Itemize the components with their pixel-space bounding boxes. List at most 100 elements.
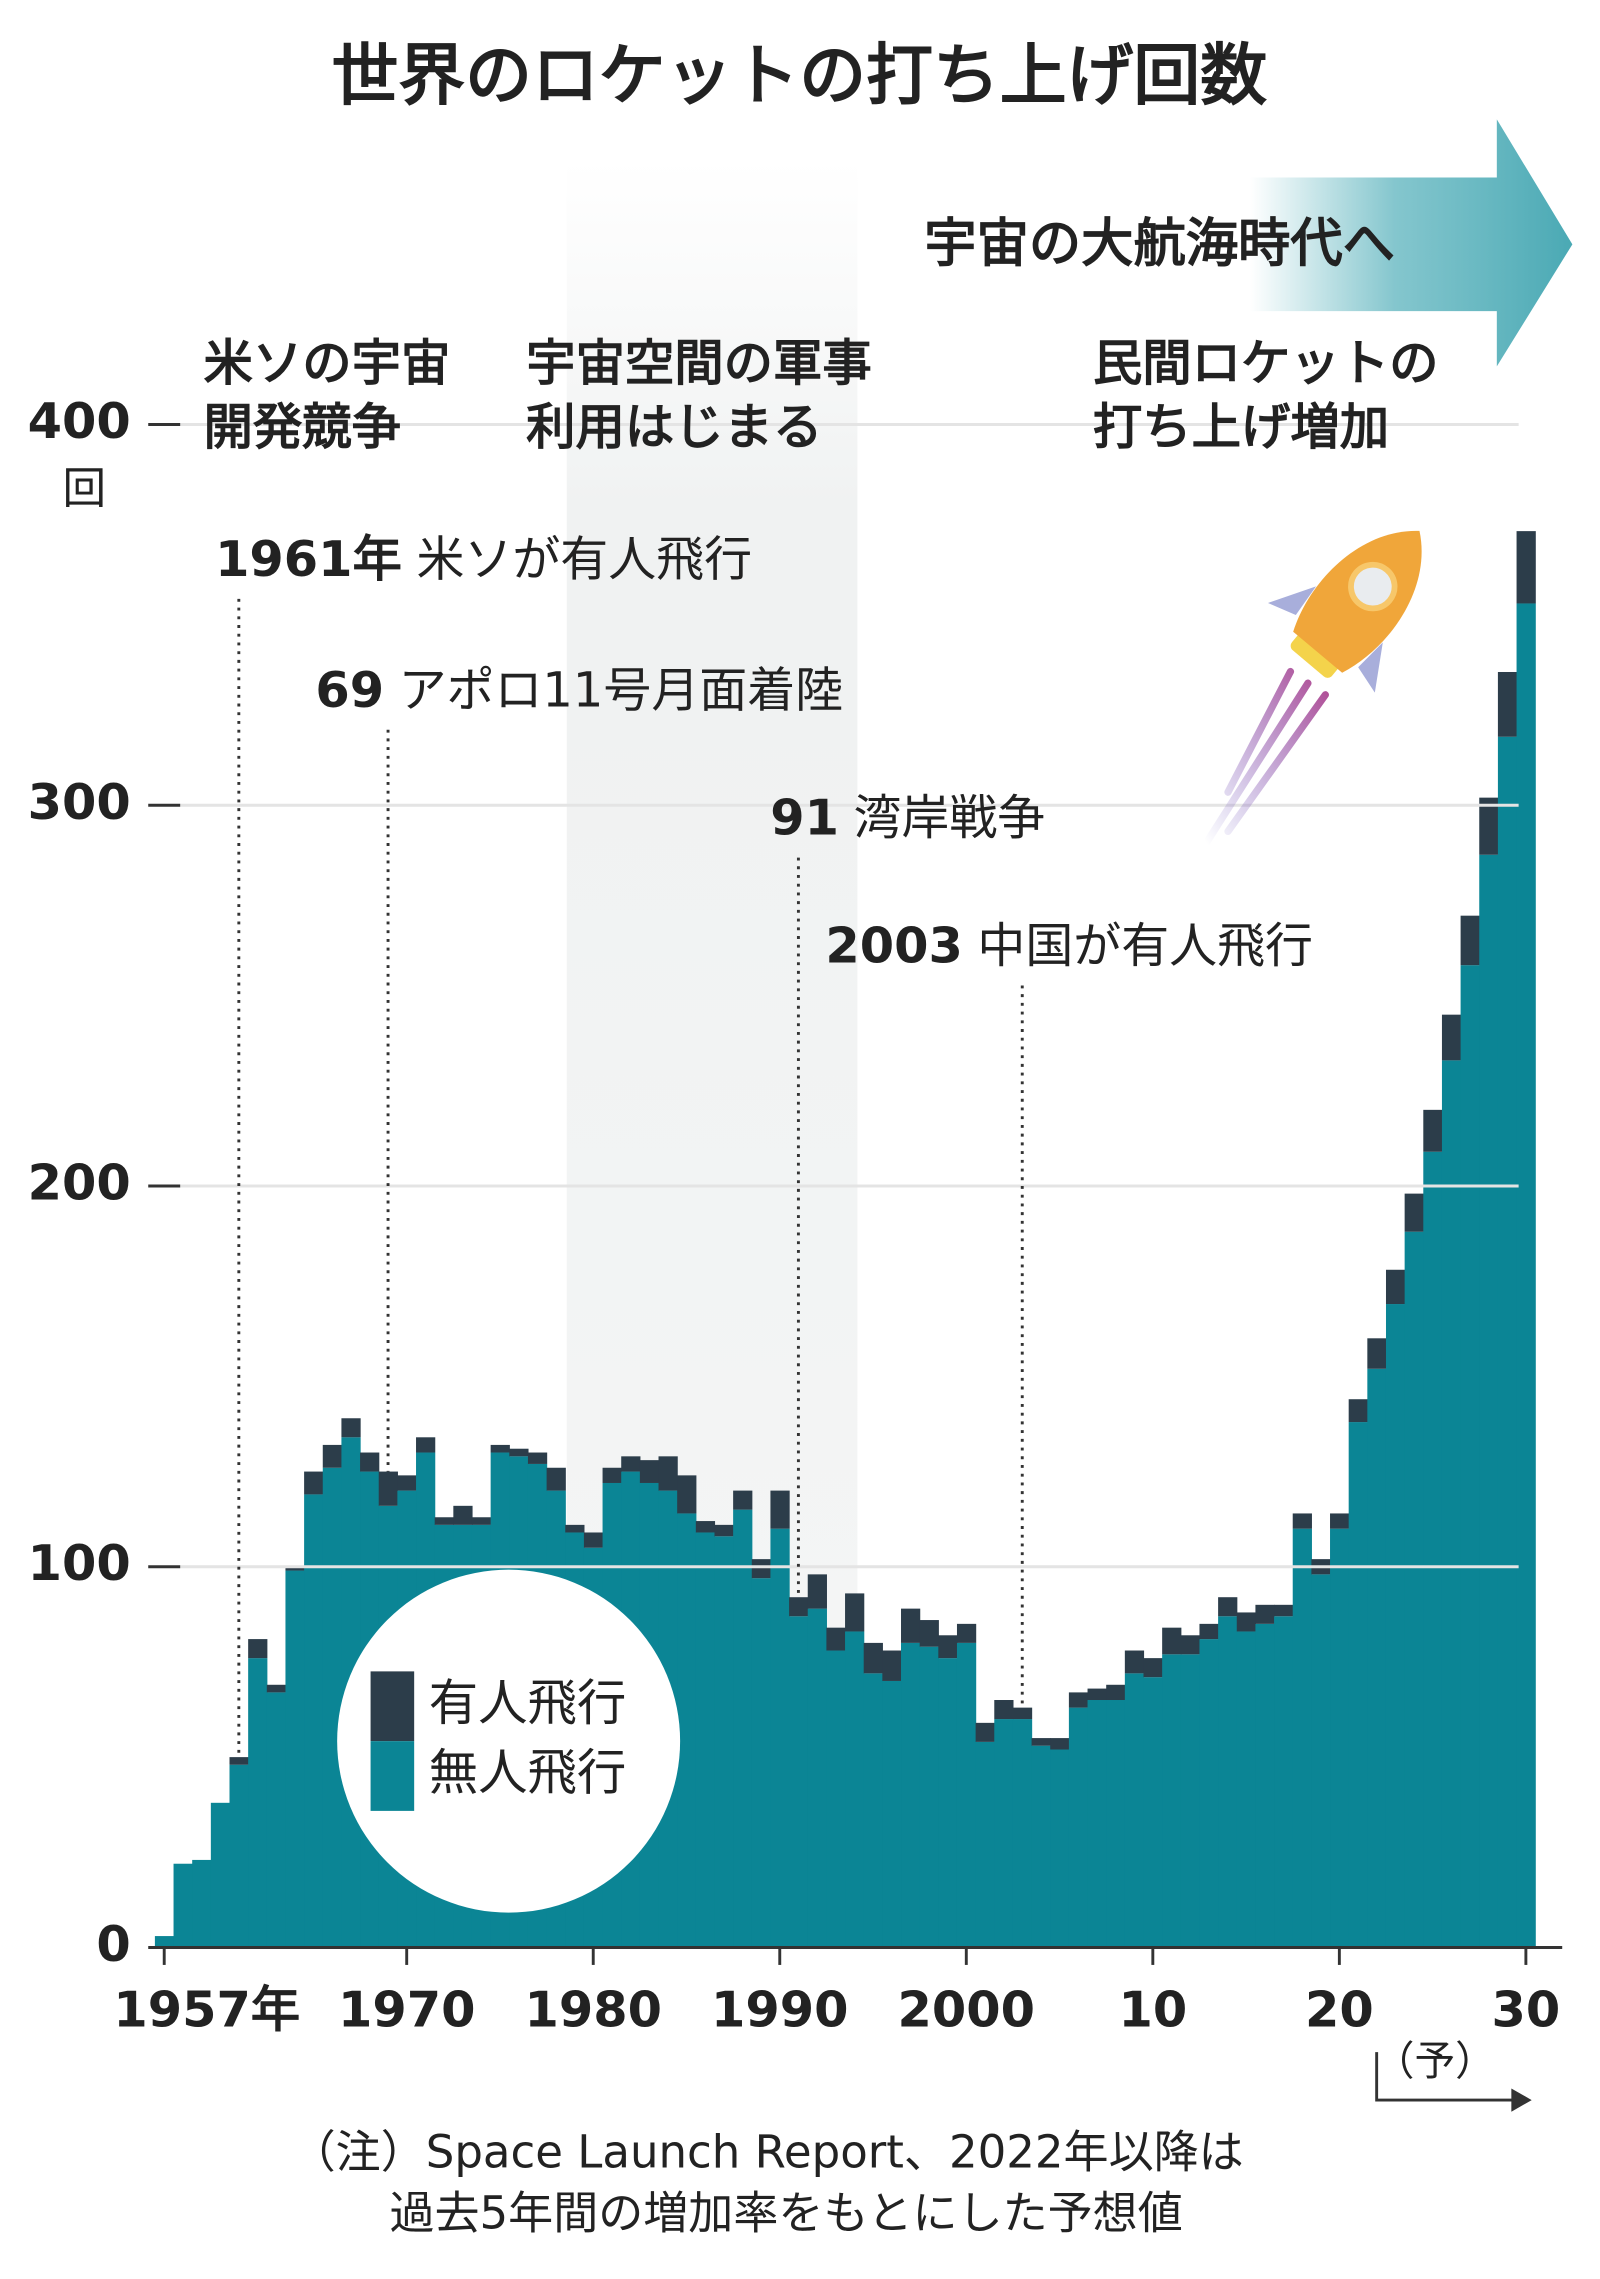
bar-segment xyxy=(322,1444,342,1468)
bar-segment xyxy=(266,1692,287,1948)
bar-segment xyxy=(845,1593,865,1632)
bar-segment xyxy=(1292,1513,1312,1529)
bar-segment xyxy=(863,1642,883,1674)
bar-segment xyxy=(714,1536,734,1948)
bar-segment xyxy=(1218,1597,1238,1617)
bar-segment xyxy=(919,1620,939,1647)
x-tick-label: 20 xyxy=(1305,1980,1374,2038)
bar-segment xyxy=(770,1528,790,1948)
bar-segment xyxy=(1497,671,1518,737)
event-text: 湾岸戦争 xyxy=(853,790,1045,846)
note-line: （注）Space Launch Report、2022年以降は xyxy=(291,2125,1244,2178)
bar-segment xyxy=(210,1802,231,1948)
bar-segment xyxy=(1012,1719,1033,1948)
bar-segment xyxy=(1236,1631,1256,1948)
bar-segment xyxy=(1162,1654,1182,1948)
bars xyxy=(154,531,1536,1948)
event-year: 69 xyxy=(315,661,384,719)
bar-segment xyxy=(956,1642,977,1948)
bar-segment xyxy=(1143,1677,1163,1948)
bar-segment xyxy=(733,1509,753,1948)
bar-segment xyxy=(1367,1338,1387,1369)
bar-segment xyxy=(1218,1616,1238,1948)
bar-segment xyxy=(695,1521,716,1533)
era-label: 宇宙空間の軍事 xyxy=(526,334,872,392)
bar-segment xyxy=(621,1456,641,1472)
bar-segment xyxy=(1031,1745,1051,1948)
bar-segment xyxy=(229,1764,249,1948)
bar-segment xyxy=(285,1566,305,1571)
grid xyxy=(180,423,1519,1569)
bar-segment xyxy=(1236,1612,1256,1632)
bar-segment xyxy=(695,1532,716,1948)
bar-segment xyxy=(826,1627,846,1651)
bar-segment xyxy=(1255,1623,1275,1948)
bar-segment xyxy=(1385,1269,1406,1305)
bar-segment xyxy=(789,1597,809,1617)
x-tick-label: 10 xyxy=(1118,1980,1187,2038)
bar-segment xyxy=(1367,1368,1387,1948)
bar-segment xyxy=(938,1635,958,1659)
bar-segment xyxy=(192,1859,212,1948)
banner-arrow xyxy=(1249,119,1573,367)
event-text: 中国が有人飛行 xyxy=(977,918,1313,974)
bar-segment xyxy=(807,1608,827,1948)
bar-segment xyxy=(938,1658,958,1948)
bar-segment xyxy=(602,1467,622,1483)
y-unit: 回 xyxy=(62,464,106,514)
era-label: 米ソの宇宙 xyxy=(203,334,450,392)
bar-segment xyxy=(845,1631,865,1948)
y-tick-label: 300 xyxy=(28,773,131,831)
bar-segment xyxy=(1162,1627,1182,1655)
bar-segment xyxy=(789,1616,809,1948)
bar-segment xyxy=(956,1623,977,1643)
bar-segment xyxy=(154,1936,175,1948)
bar-segment xyxy=(1068,1692,1089,1708)
event-year: 2003 xyxy=(825,917,962,975)
bar-segment xyxy=(1385,1304,1406,1948)
bar-segment xyxy=(639,1460,660,1483)
bar-segment xyxy=(1106,1700,1126,1948)
era-label: 開発競争 xyxy=(203,398,401,456)
event-year: 1961年 xyxy=(215,530,402,588)
bar-segment xyxy=(1460,915,1480,966)
bar-segment xyxy=(1274,1616,1294,1948)
bar-segment xyxy=(322,1467,342,1948)
bar-segment xyxy=(1199,1639,1219,1948)
bar-segment xyxy=(1423,1109,1443,1152)
bar-segment xyxy=(901,1642,921,1948)
bar-segment xyxy=(994,1719,1014,1948)
x-tick-label: 1970 xyxy=(338,1980,475,2038)
bar-segment xyxy=(1124,1650,1145,1674)
bar-segment xyxy=(360,1452,380,1472)
bar-segment xyxy=(751,1578,772,1948)
bar-segment xyxy=(527,1452,548,1464)
bar-segment xyxy=(583,1532,604,1548)
bar-segment xyxy=(994,1700,1014,1720)
bar-segment xyxy=(1292,1528,1312,1948)
bar-segment xyxy=(1274,1604,1294,1617)
era-label: 打ち上げ増加 xyxy=(1093,398,1389,456)
bar-segment xyxy=(975,1722,995,1742)
bar-segment xyxy=(1330,1513,1350,1529)
bar-segment xyxy=(1180,1654,1201,1948)
bar-segment xyxy=(285,1570,305,1948)
bar-segment xyxy=(901,1608,921,1643)
bar-segment xyxy=(1311,1574,1331,1948)
bar-segment xyxy=(863,1673,883,1948)
bar-segment xyxy=(248,1658,268,1948)
labels: 0 100 200 300 400 回 1957年 1970 1980 1990 2000 10 20 3… xyxy=(28,334,1563,2239)
x-tick-label: 30 xyxy=(1492,1980,1561,2038)
bar-segment xyxy=(434,1517,454,1525)
bar-segment xyxy=(1441,1060,1462,1948)
y-tick-label: 400 xyxy=(28,392,131,450)
bar-segment xyxy=(1180,1635,1201,1655)
bar-segment xyxy=(1441,1014,1462,1061)
y-tick-label: 200 xyxy=(28,1154,131,1212)
era-label: 利用はじまる xyxy=(526,398,822,456)
legend-background xyxy=(337,1569,681,1913)
y-tick-label: 100 xyxy=(28,1534,131,1592)
x-tick-label: 1990 xyxy=(711,1980,848,2038)
bar-segment xyxy=(1479,854,1499,1948)
